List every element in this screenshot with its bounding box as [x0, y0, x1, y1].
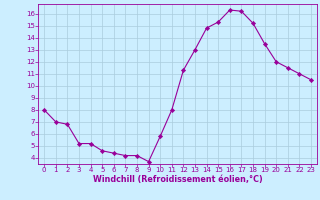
X-axis label: Windchill (Refroidissement éolien,°C): Windchill (Refroidissement éolien,°C) [93, 175, 262, 184]
